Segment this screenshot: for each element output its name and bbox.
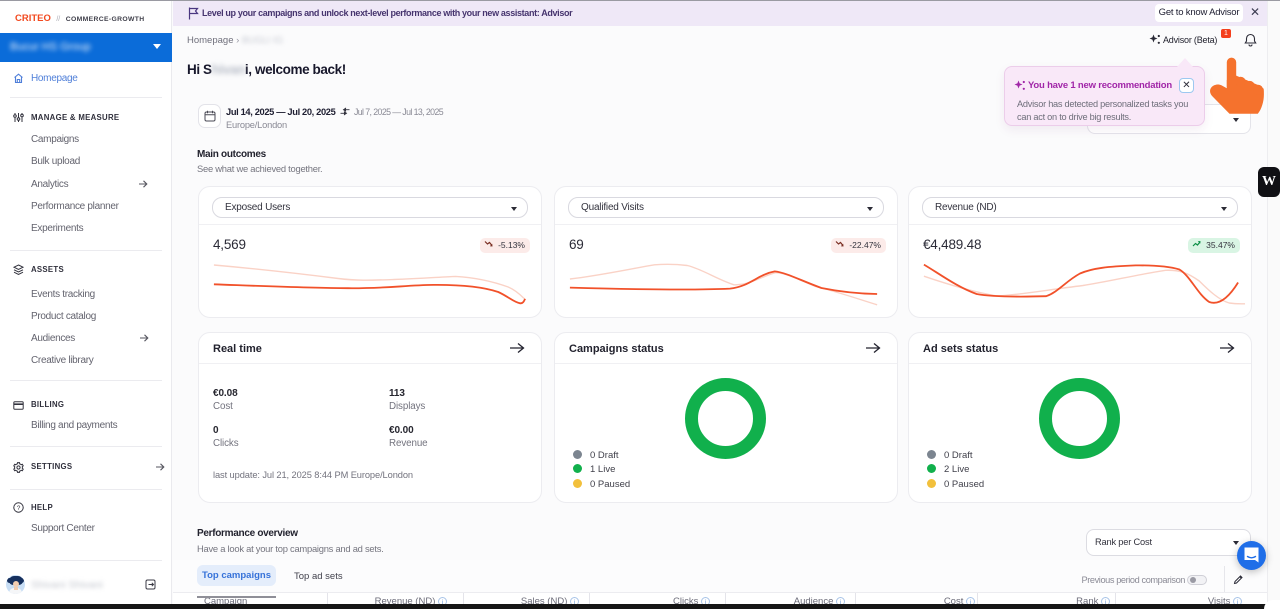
svg-text:?: ? [17,505,21,512]
